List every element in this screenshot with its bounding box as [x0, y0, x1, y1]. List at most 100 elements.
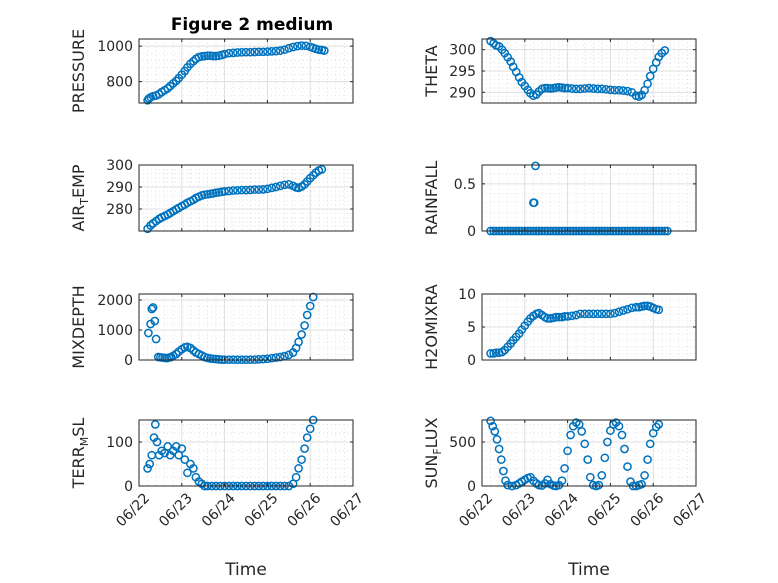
panel-theta: 290 295 300 THETA: [422, 36, 697, 104]
data-point: [546, 84, 555, 93]
data-point: [305, 424, 315, 434]
data-point: [597, 309, 607, 319]
data-point: [263, 184, 272, 194]
data-point: [488, 421, 498, 431]
data-point: [529, 198, 539, 208]
data-point: [284, 180, 294, 189]
data-point: [233, 48, 242, 57]
data-point: [203, 51, 212, 61]
y-axis-label: RAINFALL: [422, 161, 441, 236]
data-point: [623, 304, 632, 314]
data-point: [551, 83, 561, 92]
data-point: [280, 180, 289, 190]
data-point: [288, 42, 298, 52]
data-point: [177, 444, 187, 453]
data-point: [492, 435, 502, 444]
data-point: [660, 46, 670, 55]
data-point: [603, 437, 612, 447]
data-point: [224, 48, 234, 58]
data-point: [610, 85, 620, 95]
y-axis-label: H2OMIXRA: [422, 284, 441, 370]
y-axis-label: SUNFLUX: [422, 417, 444, 488]
data-point: [258, 185, 268, 194]
data-point: [254, 355, 264, 364]
data-point: [263, 47, 272, 56]
y-tick-label: 290: [106, 180, 133, 196]
data-point: [171, 349, 181, 359]
data-point: [245, 185, 255, 195]
data-point: [224, 186, 234, 196]
data-point: [491, 348, 501, 358]
data-point: [151, 334, 161, 344]
data-point: [317, 165, 327, 174]
x-axis-label: Time: [567, 560, 610, 580]
data-point: [576, 309, 585, 319]
data-point: [557, 476, 567, 486]
data-point: [563, 446, 572, 456]
data-point: [503, 480, 513, 490]
y-tick-label: 2000: [97, 293, 133, 309]
data-point: [211, 51, 221, 61]
data-point: [144, 328, 153, 338]
data-point: [150, 316, 160, 326]
data-point: [620, 444, 629, 454]
data-point: [554, 82, 564, 92]
data-point: [319, 46, 329, 55]
data-point: [250, 185, 259, 194]
data-point: [258, 354, 268, 364]
data-point: [171, 76, 181, 86]
data-point: [486, 349, 495, 358]
data-point: [237, 47, 247, 57]
y-tick-label: 0: [467, 353, 476, 369]
data-point: [144, 94, 154, 103]
data-point: [189, 56, 198, 66]
data-point: [271, 353, 281, 362]
y-tick-label: 500: [449, 435, 476, 451]
data-point: [300, 321, 309, 330]
data-point: [486, 416, 495, 426]
y-axis-label: AIRTEMP: [69, 164, 91, 231]
data-point: [291, 472, 301, 482]
data-point: [606, 85, 615, 95]
data-point: [585, 472, 595, 482]
y-tick-label: 100: [106, 435, 133, 451]
data-point: [490, 427, 500, 436]
data-point: [597, 84, 607, 94]
y-tick-label: 295: [449, 64, 476, 80]
axes-frame: [138, 164, 354, 232]
y-tick-label: 5: [467, 320, 476, 336]
data-point: [280, 45, 289, 55]
data-point: [597, 471, 607, 480]
data-point: [580, 309, 590, 319]
data-point: [543, 83, 552, 93]
axes-frame: [138, 293, 354, 361]
data-point: [580, 84, 590, 93]
data-point: [211, 354, 221, 364]
data-point: [560, 464, 569, 473]
y-tick-label: 1000: [97, 323, 133, 339]
data-point: [271, 182, 281, 192]
data-point: [496, 455, 506, 464]
data-point: [228, 48, 238, 58]
data-point: [271, 46, 281, 56]
panel-mixdepth: 0 1000 2000 MIXDEPTH: [69, 285, 354, 369]
data-point: [594, 480, 604, 490]
data-point: [571, 310, 581, 320]
data-point: [241, 185, 251, 195]
data-point: [584, 309, 594, 319]
data-point: [614, 85, 624, 95]
data-point: [583, 455, 593, 464]
data-point: [258, 47, 268, 57]
data-point: [567, 311, 577, 321]
data-point: [254, 185, 264, 194]
data-point: [297, 455, 306, 464]
data-point: [593, 84, 602, 94]
panel-pressure: 800 1000 PRESSURE: [69, 29, 354, 113]
data-point: [614, 421, 624, 431]
data-point: [163, 84, 173, 93]
data-point: [645, 71, 655, 81]
y-tick-label: 800: [106, 75, 133, 91]
data-point: [651, 422, 661, 432]
data-point: [208, 354, 218, 364]
